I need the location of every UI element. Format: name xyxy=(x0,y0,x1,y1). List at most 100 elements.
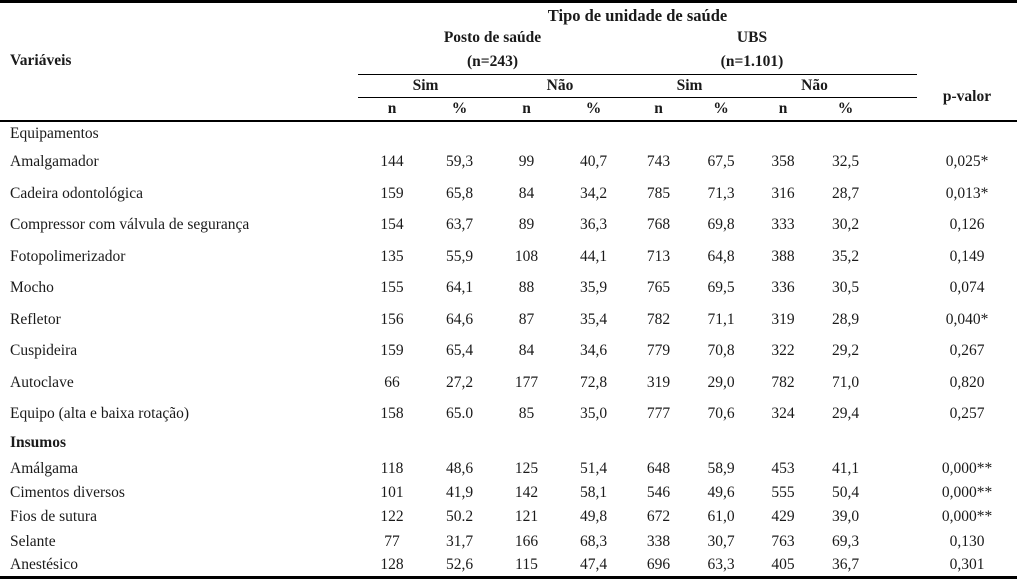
cell-percent xyxy=(560,121,627,147)
cell-n: 84 xyxy=(518,184,535,202)
table-row: Equipamentos xyxy=(0,121,1017,147)
cell-p-value: 0,000** xyxy=(941,508,993,526)
cell-n: 142 xyxy=(514,484,539,502)
header-row-answers: Sim Não Sim Não p-valor xyxy=(0,74,1017,122)
cell-n xyxy=(627,121,690,147)
cell-percent: 71,1 xyxy=(707,310,735,328)
measure-header-n: n xyxy=(752,97,814,122)
cell-p-value: 0,000** xyxy=(941,484,993,502)
table-row: Cuspideira 159 65,4 84 34,6 779 70,8 322 29,2 0,2… xyxy=(0,336,1017,368)
cell-p-value: 0,025* xyxy=(945,153,989,171)
cell-n xyxy=(493,121,560,147)
cell-n: 672 xyxy=(646,508,671,526)
cell-percent: 29,0 xyxy=(707,373,735,391)
cell-percent: 35,2 xyxy=(831,247,860,265)
spacer-cell xyxy=(877,554,917,578)
cell-n: 405 xyxy=(771,555,795,573)
cell-percent: 65,8 xyxy=(445,184,474,202)
cell-n: 159 xyxy=(380,342,404,360)
cell-percent: 35,9 xyxy=(579,279,608,297)
cell-p-value: 0,013* xyxy=(945,184,989,202)
measure-header-pct: % xyxy=(560,97,627,122)
table-row: Fios de sutura 122 50.2 121 49,8 672 61,0 429 39… xyxy=(0,505,1017,529)
cell-percent: 31,7 xyxy=(445,532,474,550)
header-row-measures: n % n % n % n % xyxy=(0,97,1017,122)
cell-n: 101 xyxy=(380,484,404,502)
cell-n: 177 xyxy=(514,373,539,391)
cell-n: 782 xyxy=(646,310,671,328)
cell-n: 128 xyxy=(380,555,404,573)
cell-n: 696 xyxy=(646,555,671,573)
cell-percent xyxy=(690,121,752,147)
cell-percent: 32,5 xyxy=(831,153,860,171)
group-header-posto: Posto de saúde xyxy=(443,29,542,47)
cell-percent: 69,5 xyxy=(707,279,735,297)
spacer-cell xyxy=(877,241,917,273)
table-row: Autoclave 66 27,2 177 72,8 319 29,0 782 71,0 0,82… xyxy=(0,367,1017,399)
row-label: Amálgama xyxy=(10,459,79,477)
cell-percent: 35,4 xyxy=(579,310,608,328)
spacer-cell xyxy=(877,210,917,242)
cell-n: 713 xyxy=(646,247,671,265)
row-label: Refletor xyxy=(10,310,61,328)
measure-header-n: n xyxy=(358,97,426,122)
cell-n: 319 xyxy=(646,373,671,391)
spacer-cell xyxy=(877,273,917,305)
cell-n: 85 xyxy=(518,405,535,423)
table-row: Cadeira odontológica 159 65,8 84 34,2 785 71,3… xyxy=(0,178,1017,210)
cell-n: 88 xyxy=(518,279,535,297)
cell-n: 777 xyxy=(646,405,671,423)
cell-percent: 55,9 xyxy=(445,247,474,265)
cell-percent: 72,8 xyxy=(579,373,608,391)
spacer-cell xyxy=(877,481,917,505)
cell-n: 84 xyxy=(518,342,535,360)
cell-percent: 71,0 xyxy=(831,373,860,391)
cell-percent: 64,8 xyxy=(707,247,735,265)
spacer-cell xyxy=(877,49,917,75)
cell-percent: 34,6 xyxy=(579,342,608,360)
row-label: Mocho xyxy=(10,279,54,297)
table-row: Amálgama 118 48,6 125 51,4 648 58,9 453 41,1 0,00… xyxy=(0,457,1017,481)
cell-percent: 69,3 xyxy=(831,532,860,550)
table-row: Amalgamador 144 59,3 99 40,7 743 67,5 358 32,5 0,… xyxy=(0,147,1017,179)
cell-p-value: 0,820 xyxy=(949,373,985,391)
cell-percent: 29,4 xyxy=(831,405,860,423)
cell-n: 555 xyxy=(771,484,795,502)
table-row: Selante 77 31,7 166 68,3 338 30,7 763 69,3 0,130 xyxy=(0,530,1017,554)
cell-n xyxy=(627,430,690,457)
cell-percent: 39,0 xyxy=(831,508,860,526)
cell-percent: 36,3 xyxy=(579,216,608,234)
cell-n: 333 xyxy=(771,216,795,234)
row-label: Cadeira odontológica xyxy=(10,184,143,202)
cell-percent: 48,6 xyxy=(445,459,474,477)
cell-percent xyxy=(814,430,877,457)
cell-percent: 70,6 xyxy=(707,405,735,423)
row-label: Equipo (alta e baixa rotação) xyxy=(10,405,190,423)
cell-percent: 30,2 xyxy=(831,216,860,234)
cell-p-value: 0,000** xyxy=(941,459,993,477)
cell-n: 154 xyxy=(380,216,404,234)
cell-percent: 51,4 xyxy=(579,459,608,477)
cell-n: 388 xyxy=(771,247,795,265)
cell-n: 743 xyxy=(646,153,671,171)
cell-n: 546 xyxy=(646,484,671,502)
spacer-cell xyxy=(877,304,917,336)
cell-percent: 49,8 xyxy=(579,508,608,526)
cell-percent: 44,1 xyxy=(579,247,608,265)
answer-header-nao: Não xyxy=(493,74,627,98)
measure-header-pct: % xyxy=(426,97,493,122)
spacer-cell xyxy=(877,147,917,179)
answer-header-sim: Sim xyxy=(358,74,493,98)
cell-percent: 67,5 xyxy=(707,153,735,171)
cell-percent: 28,9 xyxy=(831,310,860,328)
cell-percent: 69,8 xyxy=(707,216,735,234)
cell-n xyxy=(358,121,426,147)
table-row: Refletor 156 64,6 87 35,4 782 71,1 319 28,9 0,040… xyxy=(0,304,1017,336)
measure-header-pct: % xyxy=(690,97,752,122)
table-row: Mocho 155 64,1 88 35,9 765 69,5 336 30,5 0,074 xyxy=(0,273,1017,305)
cell-percent: 34,2 xyxy=(579,184,608,202)
spacer-cell xyxy=(877,97,917,122)
cell-n xyxy=(752,121,814,147)
cell-n xyxy=(752,430,814,457)
cell-percent: 71,3 xyxy=(707,184,735,202)
